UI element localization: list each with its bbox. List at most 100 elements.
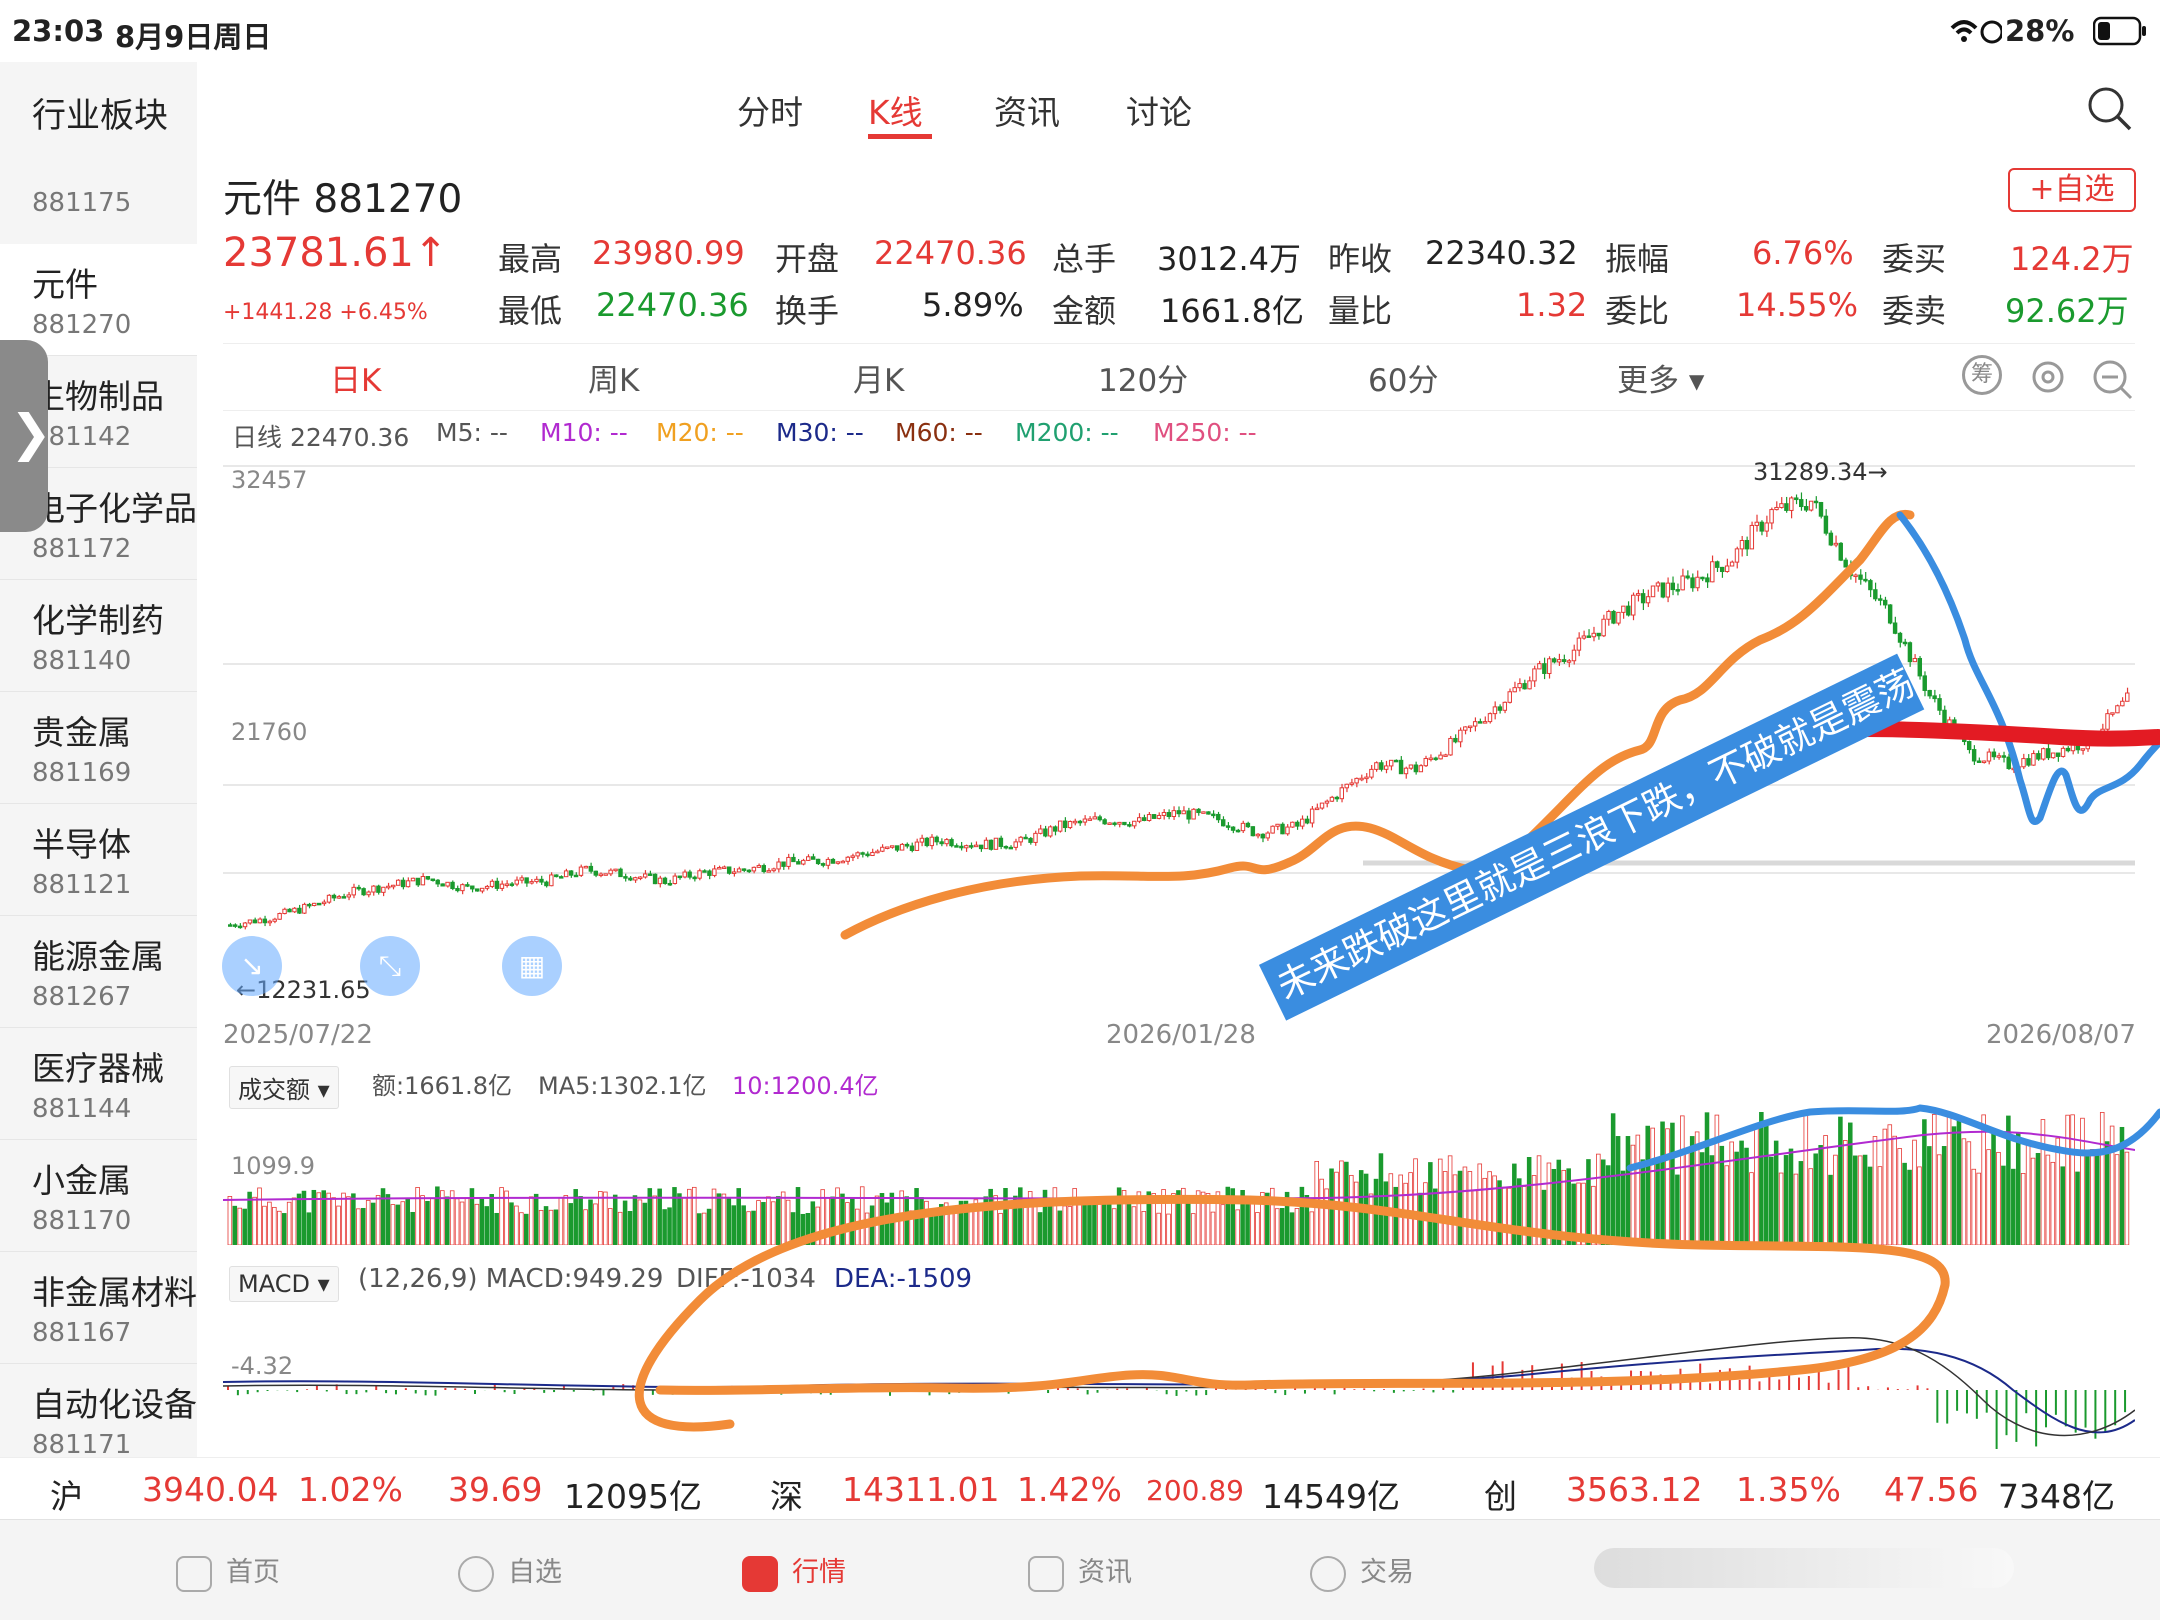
sidebar-item[interactable]: 贵金属 881169 — [0, 692, 197, 804]
candle-body — [282, 908, 287, 915]
candle-body — [2110, 712, 2115, 715]
volume-bar — [963, 1200, 969, 1245]
sidebar-item[interactable]: 非金属材料 881167 — [0, 1252, 197, 1364]
period-120min[interactable]: 120分 — [1098, 363, 1189, 399]
tab-discussion[interactable]: 讨论 — [1126, 93, 1192, 132]
candlestick-chart[interactable] — [223, 455, 2135, 1005]
search-icon[interactable] — [2085, 84, 2135, 134]
active-tab-indicator — [868, 134, 932, 139]
sidebar-item[interactable]: 化学制药 881140 — [0, 580, 197, 692]
nav-trade[interactable]: 交易 — [1310, 1550, 1414, 1592]
period-month[interactable]: 月K — [853, 363, 905, 399]
sidebar-item[interactable]: 小金属 881170 — [0, 1140, 197, 1252]
volume-bar — [1526, 1157, 1532, 1245]
volume-bar — [1892, 1135, 1898, 1245]
sidebar-cut-item[interactable]: 881175 — [0, 150, 197, 212]
candle-body — [1976, 760, 1982, 763]
add-watchlist-button[interactable]: +自选 — [2008, 168, 2136, 212]
candle-body — [2036, 753, 2041, 760]
sidebar-item[interactable]: 医疗器械 881144 — [0, 1028, 197, 1140]
volume-bar — [1808, 1168, 1814, 1245]
candle-body — [677, 875, 683, 879]
zoom-out-icon[interactable] — [2090, 357, 2134, 401]
sector-sidebar: 行业板块 881175 元件 881270 生物制品 881142 电子化学品 … — [0, 62, 197, 1457]
tab-timeshare[interactable]: 分时 — [737, 93, 803, 132]
volume-indicator-label: 成交额 — [238, 1076, 310, 1104]
chart-shrink-button[interactable]: ↘ — [222, 936, 282, 996]
quote-label: 最低 — [498, 292, 563, 330]
candle-body — [228, 924, 233, 927]
macd-dea: DEA:-1509 — [834, 1264, 973, 1294]
volume-indicator-select[interactable]: 成交额 ▾ — [229, 1066, 339, 1109]
sidebar-item[interactable]: 生物制品 881142 — [0, 356, 197, 468]
candle-body — [410, 877, 416, 882]
volume-bar — [1097, 1198, 1102, 1245]
volume-bar — [1304, 1195, 1310, 1245]
volume-bar — [370, 1202, 376, 1245]
chevron-right-icon: ❯ — [10, 404, 52, 462]
candle-body — [1561, 659, 1567, 663]
candle-body — [692, 876, 697, 880]
ma-daily: 日线 22470.36 — [232, 423, 410, 452]
volume-bar — [598, 1191, 603, 1245]
chart-expand-button[interactable]: ⤡ — [360, 936, 420, 996]
volume-bar — [1625, 1136, 1631, 1245]
ticker-cy-name: 创 — [1484, 1477, 1517, 1516]
sidebar-item[interactable]: 半导体 881121 — [0, 804, 197, 916]
chart-draw-button[interactable]: ▦ — [502, 936, 562, 996]
candle-body — [667, 882, 673, 886]
candle-body — [939, 841, 944, 845]
volume-bar — [435, 1186, 440, 1245]
nav-watchlist[interactable]: 自选 — [458, 1550, 562, 1592]
candle-body — [1917, 657, 1923, 677]
sidebar-item-name: 能源金属 — [32, 937, 164, 976]
x-axis-mid: 2026/01/28 — [1106, 1020, 1256, 1050]
volume-bar — [1423, 1182, 1428, 1245]
candle-body — [642, 873, 648, 878]
candle-body — [563, 870, 569, 878]
period-week[interactable]: 周K — [588, 363, 640, 399]
candle-body — [1398, 759, 1404, 775]
volume-bar — [761, 1202, 766, 1245]
candle-body — [1537, 663, 1542, 670]
candle-body — [1729, 561, 1735, 567]
sidebar-item[interactable]: 元件 881270 — [0, 244, 197, 356]
volume-bar — [1462, 1166, 1468, 1245]
candle-body — [1838, 542, 1843, 561]
volume-bar — [1551, 1168, 1557, 1245]
macd-indicator-select[interactable]: MACD ▾ — [229, 1266, 339, 1302]
sidebar-item[interactable]: 能源金属 881267 — [0, 916, 197, 1028]
volume-bar — [1339, 1160, 1344, 1245]
sidebar-collapse-handle[interactable]: ❯ — [0, 340, 52, 532]
sidebar-item[interactable]: 自动化设备 881171 — [0, 1364, 197, 1457]
volume-y-tick: 1099.9 — [231, 1152, 315, 1180]
volume-bar — [1018, 1187, 1023, 1245]
candle-body — [1438, 754, 1443, 760]
volume-bar — [701, 1212, 707, 1245]
volume-bar — [1768, 1156, 1774, 1245]
tab-kline[interactable]: K线 — [868, 93, 923, 132]
period-day[interactable]: 日K — [330, 363, 382, 399]
volume-bar — [1215, 1191, 1221, 1245]
quote-label: 最高 — [498, 240, 563, 278]
gear-icon[interactable] — [2026, 355, 2070, 399]
candle-body — [880, 846, 885, 852]
candle-body — [504, 883, 510, 886]
candle-body — [815, 858, 821, 865]
nav-news[interactable]: 资讯 — [1028, 1550, 1132, 1592]
candle-body — [983, 839, 989, 850]
tab-news[interactable]: 资讯 — [994, 93, 1060, 132]
index-ticker[interactable]: 沪 3940.04 1.02% 39.69 12095亿 深 14311.01 … — [0, 1457, 2160, 1519]
chips-icon[interactable]: 筹 — [1962, 355, 2002, 395]
volume-bar — [1047, 1205, 1053, 1245]
candle-body — [1082, 818, 1088, 823]
candle-body — [1907, 642, 1913, 663]
period-more[interactable]: 更多 ▾ — [1617, 363, 1705, 399]
candle-body — [717, 867, 722, 870]
sidebar-item[interactable]: 电子化学品 881172 — [0, 468, 197, 580]
volume-bar — [1279, 1208, 1285, 1245]
nav-home[interactable]: 首页 — [176, 1550, 280, 1592]
volume-bar — [1472, 1190, 1478, 1245]
nav-market[interactable]: 行情 — [742, 1550, 846, 1592]
period-60min[interactable]: 60分 — [1368, 363, 1439, 399]
